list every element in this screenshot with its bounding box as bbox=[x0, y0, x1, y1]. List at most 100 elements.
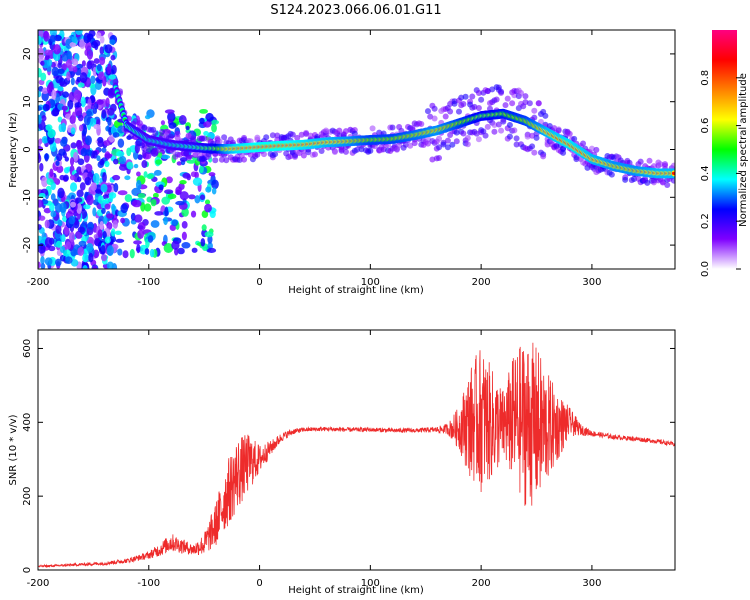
spectrogram-noise-blob bbox=[144, 248, 150, 255]
spectrogram-noise-blob bbox=[92, 265, 98, 269]
spectrogram-noise-blob bbox=[49, 34, 57, 43]
spectrogram-halo bbox=[411, 140, 418, 147]
spectrogram-noise-blob bbox=[106, 222, 113, 230]
spectrogram-noise-blob bbox=[164, 189, 174, 195]
spectrogram-noise-blob bbox=[143, 171, 148, 178]
spectrogram-halo bbox=[509, 100, 516, 107]
spectrogram-noise-blob bbox=[194, 171, 199, 179]
spectrogram-noise-blob bbox=[92, 173, 100, 184]
spectrogram-halo bbox=[504, 95, 511, 102]
spectrogram-halo bbox=[424, 108, 431, 115]
spectrogram-noise-blob bbox=[113, 158, 119, 165]
spectrogram-noise-blob bbox=[124, 194, 133, 203]
spectrogram-noise-blob bbox=[192, 177, 203, 186]
spectrogram-noise-blob bbox=[68, 215, 76, 225]
spectrogram-noise-blob bbox=[82, 124, 88, 136]
spectrogram-noise-blob bbox=[106, 245, 114, 257]
spectrogram-noise-blob bbox=[204, 203, 212, 213]
spectrogram-halo bbox=[294, 134, 301, 141]
spectrogram-noise-blob bbox=[38, 261, 41, 269]
spectrogram-noise-blob bbox=[153, 169, 162, 176]
spectrogram-noise-blob bbox=[108, 74, 116, 80]
spectrogram-noise-blob bbox=[83, 204, 91, 210]
spectrogram-halo bbox=[533, 134, 540, 141]
spectrogram-noise-blob bbox=[134, 214, 143, 223]
spectrogram-noise-blob bbox=[41, 115, 47, 122]
spectrogram-noise-blob bbox=[38, 215, 46, 221]
spectrogram-noise-blob bbox=[83, 32, 91, 44]
spectrogram-noise-blob bbox=[150, 220, 160, 228]
spectrogram-noise-blob bbox=[201, 224, 207, 232]
spectrogram-noise-blob bbox=[40, 60, 45, 66]
spectrogram-noise-blob bbox=[98, 56, 106, 66]
spectrogram-noise-blob bbox=[51, 109, 60, 117]
spectrogram-noise-blob bbox=[179, 179, 187, 185]
colorbar-tick-label: 0.6 bbox=[700, 118, 711, 134]
spectrogram-noise-blob bbox=[110, 54, 116, 61]
spectrogram-halo bbox=[491, 122, 498, 129]
spectrogram-halo bbox=[342, 148, 349, 155]
spectrogram-halo bbox=[511, 127, 518, 134]
spectrogram-noise-blob bbox=[39, 162, 44, 172]
spectrogram-halo bbox=[664, 181, 671, 188]
spectrogram-noise-blob bbox=[199, 108, 208, 114]
snr-xtick-label: -100 bbox=[137, 578, 160, 589]
spectrogram-halo bbox=[436, 144, 443, 151]
spectrogram-halo bbox=[475, 136, 482, 143]
spectrogram-halo bbox=[431, 105, 438, 112]
spectrogram-noise-blob bbox=[92, 108, 98, 115]
spectrogram-noise-blob bbox=[49, 30, 57, 37]
spectrogram-noise-blob bbox=[100, 254, 108, 262]
spectrogram-noise-blob bbox=[85, 110, 93, 117]
spectrogram-halo bbox=[128, 133, 135, 140]
spectrogram-noise-blob bbox=[181, 207, 189, 217]
spectrogram-noise-blob bbox=[90, 182, 97, 191]
spectrogram-noise-blob bbox=[57, 62, 62, 69]
spectrogram-noise-blob bbox=[102, 231, 107, 239]
spectrogram-halo bbox=[542, 112, 549, 119]
spectrogram-noise-blob bbox=[211, 179, 219, 190]
spectrogram-noise-blob bbox=[101, 147, 107, 153]
spectrogram-noise-blob bbox=[84, 149, 93, 156]
snr-ytick-label: 600 bbox=[22, 339, 33, 358]
spectrogram-noise-blob bbox=[43, 207, 52, 214]
spectrogram-noise-blob bbox=[59, 202, 67, 214]
spectrogram-noise-blob bbox=[113, 182, 119, 193]
snr-xlabel: Height of straight line (km) bbox=[288, 585, 424, 596]
spectrogram-halo bbox=[529, 143, 536, 150]
spectrogram-noise-blob bbox=[64, 256, 73, 264]
spectrogram-halo bbox=[502, 102, 509, 109]
spectrogram-noise-blob bbox=[106, 261, 114, 269]
spectrogram-noise-blob bbox=[102, 172, 107, 184]
snr-axes: -200 -100 0 100 200 300 0 200 400 600 bbox=[22, 330, 675, 589]
figure-title: S124.2023.066.06.01.G11 bbox=[270, 3, 441, 18]
spectrogram-xlabel: Height of straight line (km) bbox=[288, 285, 424, 296]
spectrogram-halo bbox=[367, 147, 374, 154]
spectrogram-noise-blob bbox=[72, 58, 79, 66]
spectrogram-noise-blob bbox=[85, 242, 94, 252]
spectrogram-noise-blob bbox=[117, 190, 128, 196]
spectrogram-xtick-label: -200 bbox=[27, 277, 50, 288]
spectrogram-noise-blob bbox=[77, 82, 85, 88]
spectrogram-noise-blob bbox=[86, 60, 93, 70]
spectrogram-noise-blob bbox=[164, 109, 175, 114]
spectrogram-halo bbox=[560, 145, 567, 152]
spectrogram-noise-blob bbox=[59, 245, 66, 254]
spectrogram-noise-blob bbox=[118, 155, 127, 165]
spectrogram-noise-blob bbox=[74, 102, 82, 108]
spectrogram-heatmap bbox=[38, 30, 675, 269]
spectrogram-noise-blob bbox=[120, 203, 129, 214]
snr-panel: -200 -100 0 100 200 300 0 200 400 600 Height of s… bbox=[8, 329, 676, 596]
spectrogram-noise-blob bbox=[200, 238, 206, 247]
spectrogram-noise-blob bbox=[175, 200, 185, 206]
spectrogram-noise-blob bbox=[167, 193, 177, 200]
spectrogram-noise-blob bbox=[76, 176, 82, 183]
snr-ytick-label: 200 bbox=[22, 487, 33, 506]
spectrogram-noise-blob bbox=[96, 32, 102, 39]
spectrogram-halo bbox=[662, 161, 669, 168]
spectrogram-noise-blob bbox=[81, 60, 86, 67]
spectrogram-halo bbox=[185, 154, 192, 161]
spectrogram-noise-blob bbox=[59, 81, 68, 87]
spectrogram-halo bbox=[484, 123, 491, 130]
